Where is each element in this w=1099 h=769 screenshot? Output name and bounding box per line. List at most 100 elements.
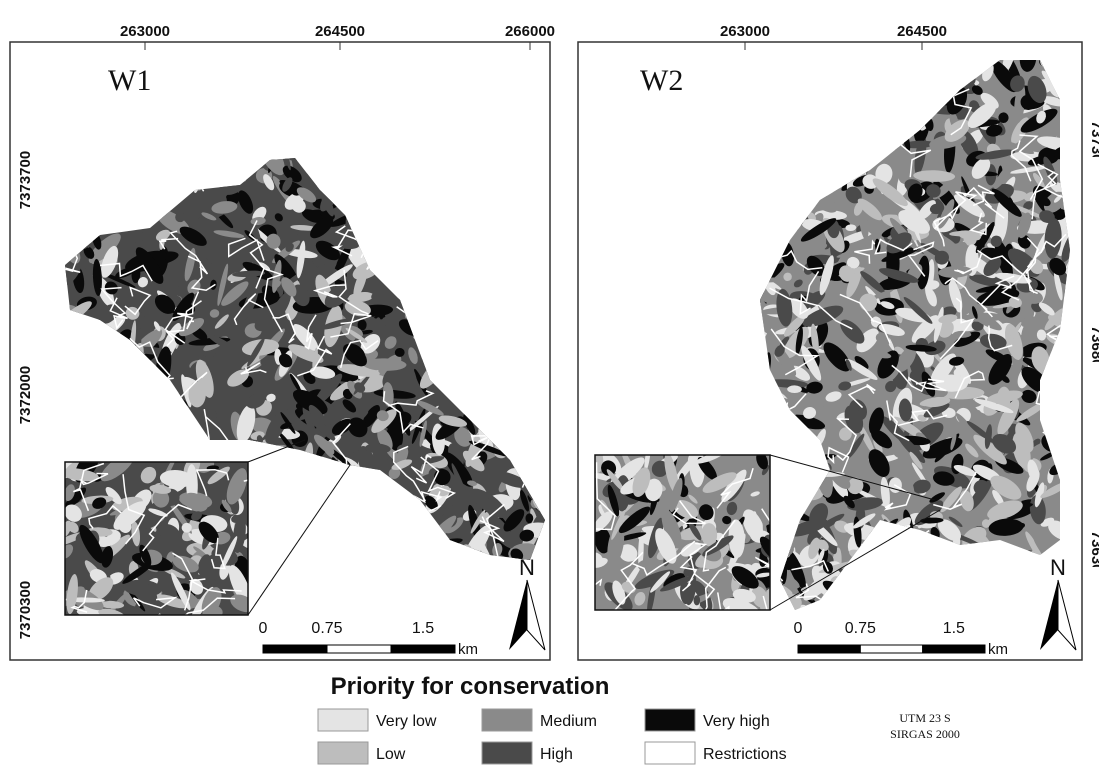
map-patch [466,332,492,358]
map-patch [492,301,527,316]
map-patch [1055,435,1079,464]
restriction-line [807,602,829,648]
restriction-line [346,153,381,186]
map-patch [326,137,356,184]
map-patch [399,527,415,550]
restriction-line [859,61,902,98]
map-patch [147,184,170,204]
map-patch [522,296,538,309]
map-patch [856,569,870,586]
map-patch [84,339,111,363]
map-patch [116,152,144,182]
map-patch [146,379,176,400]
map-patch [467,356,481,370]
map-patch [149,427,190,437]
map-patch [865,67,878,79]
map-patch [104,167,123,203]
map-patch [884,126,901,142]
map-patch [60,201,92,229]
map-patch [827,134,842,145]
map-patch [889,78,905,87]
map-patch [478,217,490,234]
map-patch [272,547,302,583]
map-patch [276,464,308,499]
map-patch [358,220,379,252]
map-patch [274,519,281,544]
map-patch [836,77,881,115]
map-patch [829,99,844,109]
map-patch [1058,500,1077,536]
map-patch [495,247,519,282]
map-patch [977,603,1001,615]
map-patch [920,88,947,110]
map-patch [321,532,340,548]
map-patch [906,598,923,615]
map-patch [889,81,898,122]
map-patch [454,269,477,287]
map-patch [185,147,217,177]
map-patch [785,202,797,215]
map-patch [748,108,765,120]
map-patch [113,433,131,452]
map-patch [791,57,828,96]
map-patch [772,90,798,107]
map-patch [785,147,794,176]
map-patch [65,393,81,414]
map-patch [765,204,784,222]
restriction-line [292,479,316,534]
map-patch [872,90,912,123]
map-patch [145,143,183,177]
map-patch [447,296,468,325]
map-patch [862,128,875,147]
restriction-line [138,614,160,683]
map-patch [748,398,763,415]
map-patch [1061,317,1080,343]
map-patch [476,210,490,250]
map-patch [376,531,412,561]
restriction-line [871,114,893,145]
map-patch [254,508,291,525]
map-patch [791,493,800,499]
map-patch [819,51,838,69]
map-patch [508,357,519,371]
map-patch [768,494,787,529]
map-patch [863,565,877,606]
map-patch [422,546,439,584]
map-patch [497,221,520,244]
map-patch [1048,387,1055,412]
map-patch [906,547,922,564]
map-patch [413,548,427,592]
map-patch [776,94,810,125]
map-patch [1015,555,1048,580]
map-patch [157,397,184,431]
map-patch [412,547,427,560]
map-patch [203,164,247,185]
map-patch [90,386,120,397]
map-patch [530,189,563,217]
map-patch [429,217,444,231]
map-patch [1047,397,1057,407]
map-patch [863,106,897,147]
map-area [571,439,785,633]
restriction-line [958,555,991,607]
map-patch [1058,329,1074,365]
map-patch [996,603,1029,623]
legend-label: Very low [376,713,437,730]
map-patch [1062,124,1073,150]
map-patch [58,422,103,459]
map-patch [863,575,892,589]
map-patch [455,357,496,387]
map-patch [134,202,155,221]
map-patch [890,532,920,558]
map-patch [428,536,463,551]
map-patch [276,504,299,518]
map-patch [142,158,162,179]
map-patch [156,146,163,162]
map-patch [784,212,797,223]
map-patch [846,141,876,162]
map-patch [74,414,107,431]
map-patch [874,59,913,80]
map-patch [72,332,94,359]
map-patch [761,146,802,183]
map-patch [478,307,509,315]
